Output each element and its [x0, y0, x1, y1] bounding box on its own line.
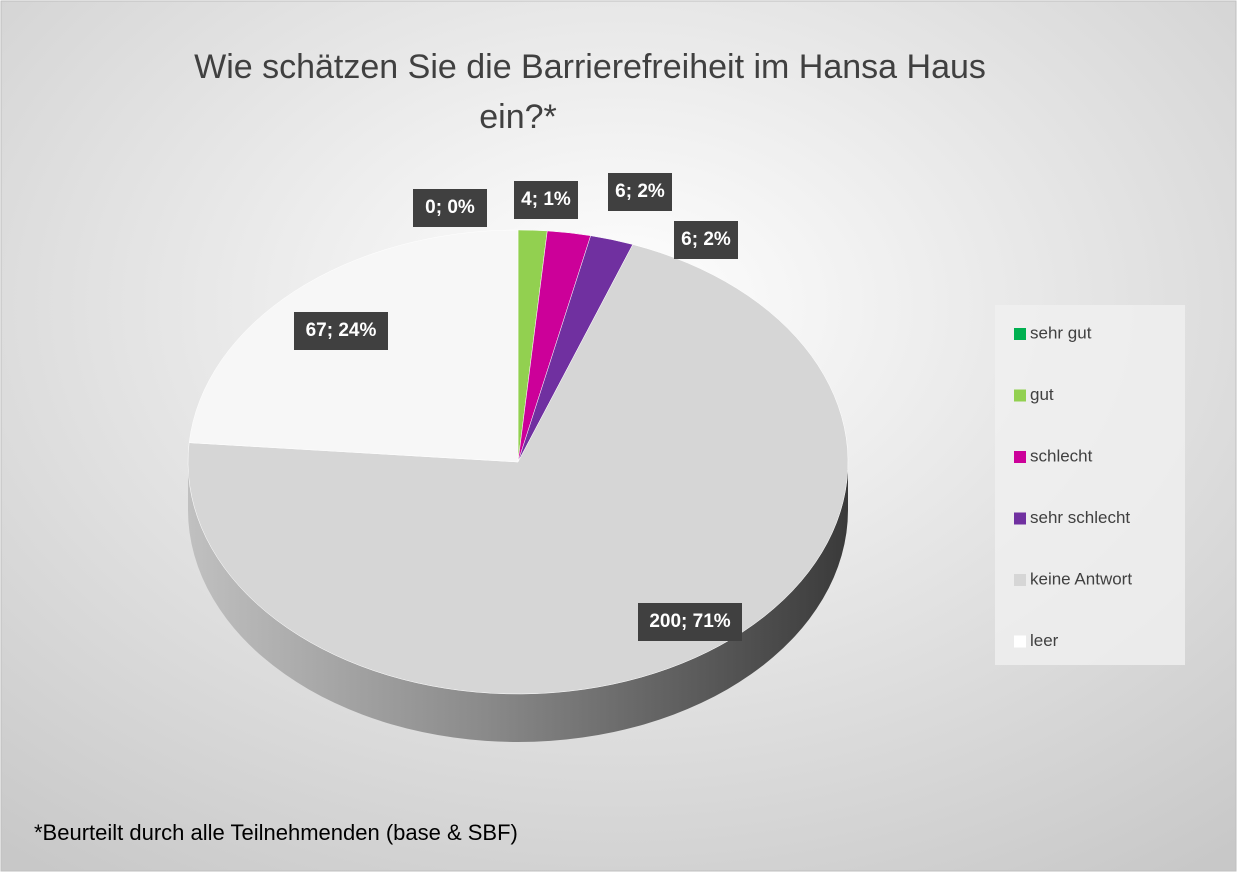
- data-label: 4; 1%: [521, 189, 571, 210]
- legend-swatch: [1014, 635, 1026, 648]
- legend-label: sehr schlecht: [1030, 508, 1130, 527]
- label-box: [674, 221, 738, 259]
- legend-swatch: [1014, 512, 1026, 525]
- data-label: 67; 24%: [306, 320, 377, 341]
- label-box: [413, 189, 487, 227]
- title-line: ein?*: [479, 98, 557, 136]
- data-label: 6; 2%: [681, 229, 731, 250]
- legend-label: sehr gut: [1030, 323, 1092, 342]
- data-label: 200; 71%: [649, 611, 730, 632]
- legend-label: keine Antwort: [1030, 569, 1132, 588]
- label-box: [638, 603, 742, 641]
- label-box: [514, 181, 578, 219]
- legend-label: leer: [1030, 631, 1059, 650]
- title-line: Wie schätzen Sie die Barrierefreiheit im…: [194, 48, 986, 86]
- data-label: 0; 0%: [425, 197, 475, 218]
- label-box: [294, 312, 388, 350]
- legend-box: [995, 305, 1185, 665]
- footnote: *Beurteilt durch alle Teilnehmenden (bas…: [34, 820, 518, 845]
- legend-swatch: [1014, 328, 1026, 340]
- legend-swatch: [1014, 574, 1026, 586]
- legend-label: gut: [1030, 385, 1054, 404]
- legend-label: schlecht: [1030, 446, 1093, 465]
- chart-title: Wie schätzen Sie die Barrierefreiheit im…: [194, 48, 986, 136]
- data-label: 6; 2%: [615, 181, 665, 202]
- legend-swatch: [1014, 451, 1026, 463]
- label-box: [608, 173, 672, 211]
- pie-side: [188, 462, 848, 742]
- pie-slice: [187, 244, 849, 695]
- legend-swatch: [1014, 389, 1026, 402]
